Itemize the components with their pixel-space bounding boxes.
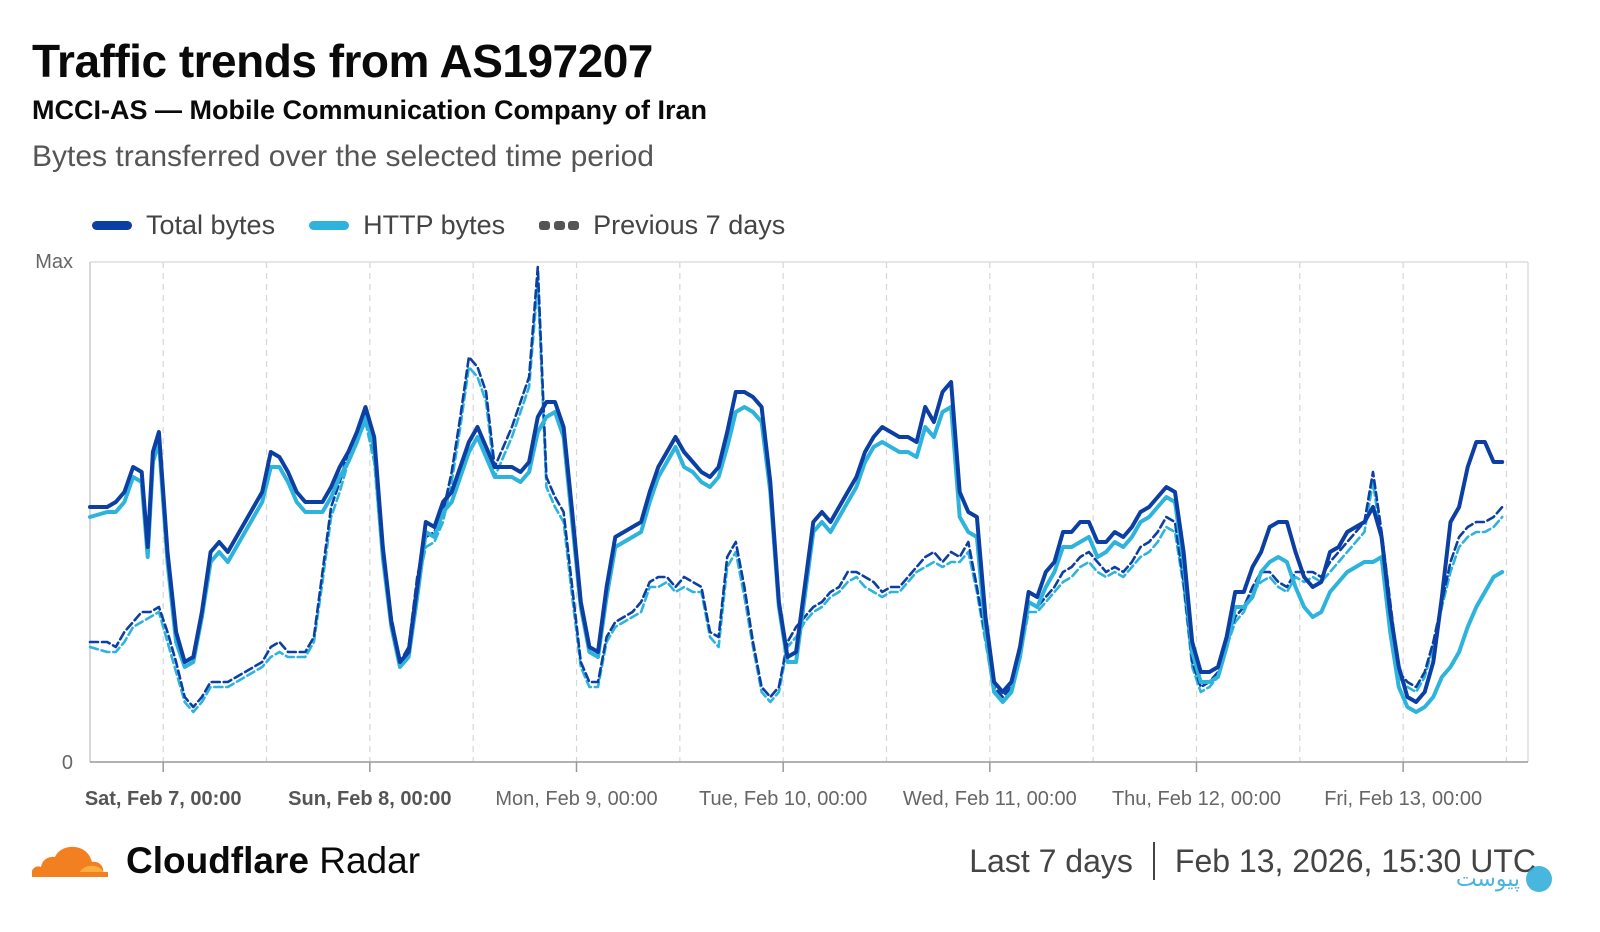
legend-item-previous[interactable]: Previous 7 days — [539, 210, 785, 241]
x-tick-label: Sun, Feb 8, 00:00 — [288, 788, 451, 810]
series-layer — [88, 265, 1505, 714]
brand-name: Cloudflare Radar — [126, 840, 420, 882]
watermark-text: پیوست — [1455, 866, 1520, 892]
series-line-http — [88, 405, 1505, 714]
legend-item-total[interactable]: Total bytes — [92, 210, 275, 241]
brand-name-rest: Radar — [308, 840, 421, 881]
legend-swatch-http — [309, 221, 350, 230]
watermark-logo-icon — [1526, 866, 1552, 892]
label-layer: Max 0 Sat, Feb 7, 00:00 Sun, Feb 8, 00:00 Mo… — [35, 251, 1482, 810]
cloudflare-logo-icon — [31, 846, 108, 877]
chart-subtitle: MCCI-AS — Mobile Communication Company o… — [32, 95, 708, 125]
traffic-chart: Max 0 Sat, Feb 7, 00:00 Sun, Feb 8, 00:00 Mo… — [35, 251, 1529, 810]
legend-item-http[interactable]: HTTP bytes — [309, 210, 505, 241]
x-tick-label: Thu, Feb 12, 00:00 — [1112, 788, 1281, 810]
y-tick-label-max: Max — [35, 251, 73, 273]
x-tick-label: Mon, Feb 9, 00:00 — [495, 788, 657, 810]
footer-period-info: Last 7 days Feb 13, 2026, 15:30 UTC — [969, 842, 1536, 880]
legend-swatch-total — [92, 221, 132, 230]
timestamp-label: Feb 13, 2026, 15:30 UTC — [1174, 842, 1536, 879]
legend-label-previous: Previous 7 days — [593, 210, 786, 240]
legend-swatch-previous — [539, 221, 580, 230]
series-line-previous-total — [88, 265, 1504, 709]
chart-title: Traffic trends from AS197207 — [32, 35, 653, 87]
legend-label-http: HTTP bytes — [363, 210, 506, 240]
chart-description: Bytes transferred over the selected time… — [32, 140, 654, 173]
x-tick-label: Tue, Feb 10, 00:00 — [699, 788, 867, 810]
series-line-total — [88, 380, 1505, 704]
axis-layer — [89, 261, 1529, 772]
brand-name-bold: Cloudflare — [126, 840, 309, 881]
legend-label-total: Total bytes — [146, 210, 276, 240]
x-tick-label: Wed, Feb 11, 00:00 — [903, 788, 1077, 810]
x-tick-label: Sat, Feb 7, 00:00 — [85, 788, 242, 810]
y-tick-label-zero: 0 — [62, 752, 73, 774]
cloudflare-radar-brand: Cloudflare Radar — [30, 840, 420, 882]
footer-separator — [1152, 842, 1155, 880]
chart-legend: Total bytes HTTP bytes Previous 7 days — [92, 210, 819, 241]
period-label: Last 7 days — [969, 842, 1133, 879]
watermark: پیوست — [1456, 866, 1552, 892]
x-tick-label: Fri, Feb 13, 00:00 — [1324, 788, 1482, 810]
